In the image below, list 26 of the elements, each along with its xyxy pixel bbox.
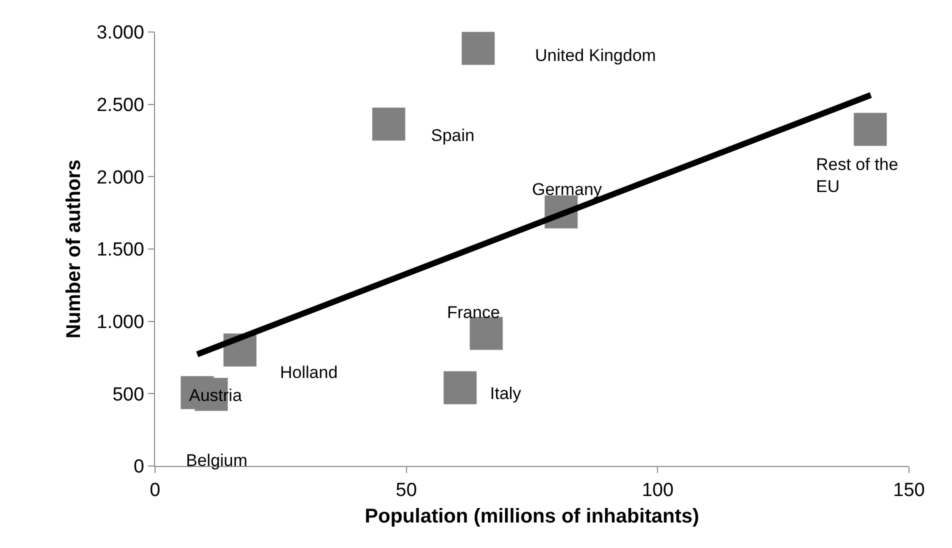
y-tick-label: 1.000 [96,312,144,333]
point [372,108,406,141]
y-tick-label: 2.000 [96,167,144,188]
x-axis-title: Population (millions of inhabitants) [364,505,700,528]
x-tick-label: 100 [642,480,674,501]
annotation: Italy [490,384,522,403]
point [854,112,887,146]
point [444,371,477,404]
y-tick-label: 1.500 [96,240,144,261]
x-tick-label: 150 [893,480,925,501]
annotation: Rest of the EU [816,155,898,196]
y-axis-title: Number of authors [63,160,86,338]
y-tick-label: 3.000 [96,22,144,44]
annotation: Spain [431,126,474,145]
annotation: Belgium [186,451,248,470]
annotation: France [447,303,500,322]
y-tick-label: 0 [134,456,144,478]
annotation: Germany [532,180,602,199]
point [470,316,503,350]
y-tick-label: 500 [112,384,144,406]
x-tick-label: 50 [396,480,417,501]
point [462,32,495,65]
x-tick-label: 0 [150,480,160,501]
annotation: Holland [280,363,338,382]
annotation: United Kingdom [535,46,656,65]
y-tick-label: 2.500 [96,94,144,116]
